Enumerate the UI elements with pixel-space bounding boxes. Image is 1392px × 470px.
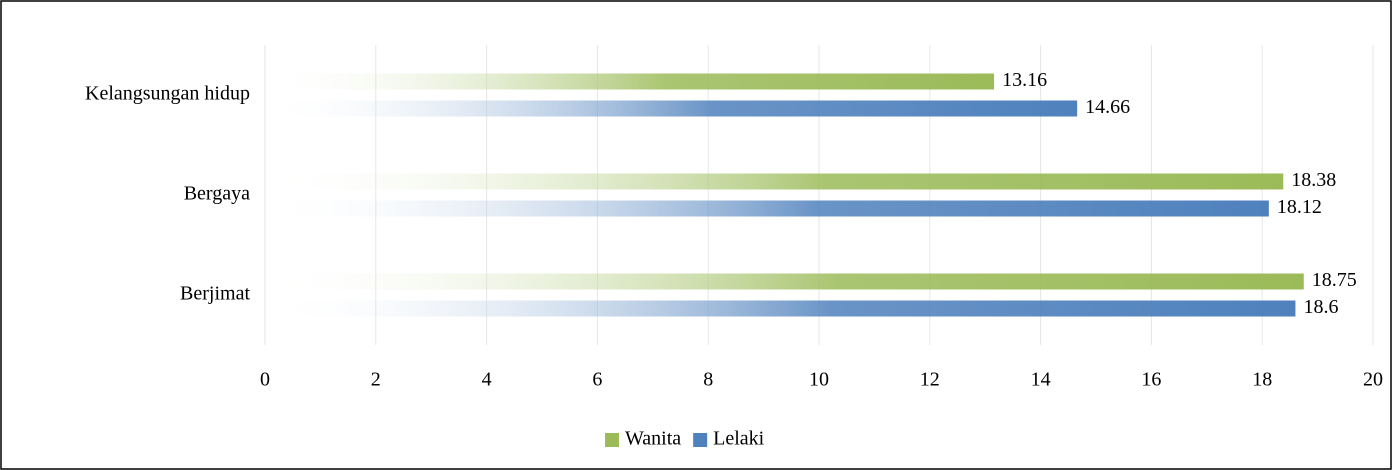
- data-label: 13.16: [1002, 69, 1047, 91]
- x-tick-label: 2: [371, 369, 381, 391]
- x-tick-label: 4: [482, 369, 492, 391]
- bar: [265, 100, 1078, 117]
- x-tick-label: 10: [809, 369, 829, 391]
- data-label: 18.6: [1303, 296, 1338, 318]
- x-tick-label: 8: [703, 369, 713, 391]
- y-tick-label: Berjimat: [180, 283, 250, 305]
- x-tick-label: 0: [260, 369, 270, 391]
- data-label: 14.66: [1085, 96, 1130, 118]
- legend-label: Lelaki: [713, 428, 765, 450]
- x-tick-label: 14: [1031, 369, 1051, 391]
- legend-swatch: [605, 433, 619, 447]
- bar: [265, 173, 1284, 190]
- bar: [265, 73, 995, 90]
- x-tick-label: 12: [920, 369, 940, 391]
- x-tick-label: 18: [1252, 369, 1272, 391]
- data-label: 18.12: [1277, 196, 1322, 218]
- data-label: 18.75: [1312, 269, 1357, 291]
- data-label: 18.38: [1291, 169, 1336, 191]
- bar: [265, 273, 1304, 290]
- legend-swatch: [693, 433, 708, 447]
- x-tick-label: 6: [592, 369, 602, 391]
- y-tick-label: Kelangsungan hidup: [85, 83, 250, 105]
- bar: [265, 200, 1269, 217]
- legend-label: Wanita: [625, 428, 681, 450]
- bar: [265, 300, 1296, 317]
- x-tick-label: 16: [1141, 369, 1161, 391]
- x-tick-label: 20: [1363, 369, 1383, 391]
- y-tick-label: Bergaya: [184, 183, 250, 205]
